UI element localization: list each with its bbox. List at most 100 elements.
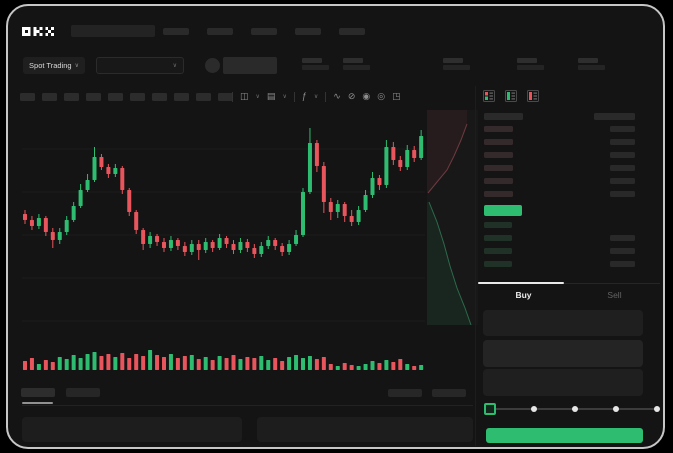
amount-slider[interactable]	[484, 402, 660, 415]
slider-step-dot[interactable]	[654, 405, 660, 412]
ask-amount-bar	[610, 152, 635, 158]
ask-price-bar	[484, 152, 513, 158]
bid-price-bar	[484, 235, 512, 241]
fullscreen-icon[interactable]: ◳	[392, 91, 401, 101]
asks-book-icon[interactable]	[527, 90, 539, 102]
price-input-placeholder[interactable]	[483, 310, 643, 336]
stat-value-placeholder	[343, 65, 370, 70]
tab-buy[interactable]: Buy	[515, 290, 532, 300]
measure-icon[interactable]: ⊘	[347, 91, 356, 101]
pair-selector-dropdown[interactable]: ∨	[96, 57, 184, 74]
order-book-row[interactable]	[484, 152, 635, 158]
timeframe-buttons	[20, 93, 233, 101]
panel-divider	[475, 86, 476, 446]
timeframe-button-placeholder[interactable]	[86, 93, 101, 101]
order-book-asks	[484, 126, 635, 204]
bottom-tab-placeholder[interactable]	[66, 388, 100, 397]
ticker-stat-placeholder	[302, 58, 329, 70]
slider-step-dot[interactable]	[531, 405, 537, 412]
timeframe-button-placeholder[interactable]	[174, 93, 189, 101]
ticker-stat-placeholder	[578, 58, 605, 70]
chevron-down-icon[interactable]: ∨	[282, 93, 287, 100]
ask-price-bar	[484, 126, 513, 132]
pair-name-placeholder	[223, 57, 277, 74]
stat-value-placeholder	[578, 65, 605, 70]
slider-handle[interactable]	[484, 402, 496, 415]
order-book-row[interactable]	[484, 235, 635, 241]
line-tool-icon[interactable]: ∿	[333, 91, 341, 101]
settings-icon[interactable]: ◎	[377, 91, 386, 101]
timeframe-button-placeholder[interactable]	[42, 93, 57, 101]
stat-label-placeholder	[343, 58, 363, 63]
slider-step-dot[interactable]	[572, 405, 578, 412]
stat-label-placeholder	[443, 58, 463, 63]
ask-amount-bar	[610, 191, 635, 197]
timeframe-button-placeholder[interactable]	[152, 93, 167, 101]
candle-style-icon[interactable]: ◫	[240, 91, 249, 101]
ask-price-bar	[484, 178, 513, 184]
tab-sell[interactable]: Sell	[607, 290, 622, 300]
timeframe-button-placeholder[interactable]	[130, 93, 145, 101]
timeframe-button-placeholder[interactable]	[196, 93, 211, 101]
price-column-header-placeholder	[484, 113, 523, 120]
indicators-icon[interactable]: ƒ	[301, 91, 307, 101]
order-book-row[interactable]	[484, 248, 635, 254]
candlestick-svg[interactable]	[22, 110, 425, 336]
ask-amount-bar	[610, 126, 635, 132]
nav-item-placeholder[interactable]	[339, 28, 365, 35]
chart-layout-icon[interactable]: ▤	[266, 91, 276, 101]
total-input-placeholder[interactable]	[483, 369, 643, 396]
order-book-row[interactable]	[484, 126, 635, 132]
timeframe-button-placeholder[interactable]	[218, 93, 233, 101]
search-placeholder[interactable]	[71, 25, 155, 37]
nav-item-placeholder[interactable]	[251, 28, 277, 35]
slider-step-dot[interactable]	[613, 405, 619, 412]
last-price-highlight[interactable]	[484, 205, 522, 216]
nav-item-placeholder[interactable]	[163, 28, 189, 35]
camera-icon[interactable]: ◉	[362, 91, 371, 101]
order-book-row[interactable]	[484, 178, 635, 184]
bottom-action-placeholder[interactable]	[388, 389, 422, 397]
bid-price-bar	[484, 222, 512, 228]
chevron-down-icon[interactable]: ∨	[255, 93, 260, 100]
active-tab-underline	[22, 402, 53, 404]
order-book-row[interactable]	[484, 191, 635, 197]
chevron-down-icon[interactable]: ∨	[313, 93, 319, 100]
stat-label-placeholder	[302, 58, 322, 63]
bottom-tab-active-placeholder[interactable]	[21, 388, 55, 397]
ticker-stat-placeholder	[343, 58, 370, 70]
stat-value-placeholder	[443, 65, 470, 70]
nav-item-placeholder[interactable]	[295, 28, 321, 35]
combined-book-icon[interactable]	[483, 90, 495, 102]
stat-value-placeholder	[517, 65, 544, 70]
ticker-stat-placeholder	[517, 58, 544, 70]
amount-input-placeholder[interactable]	[483, 340, 643, 367]
order-book-view-toggles	[483, 90, 539, 102]
bids-book-icon[interactable]	[505, 90, 517, 102]
chevron-down-icon: ∨	[172, 62, 177, 69]
bid-price-bar	[484, 248, 512, 254]
stat-value-placeholder	[302, 65, 329, 70]
volume-svg	[23, 350, 424, 370]
stat-label-placeholder	[578, 58, 598, 63]
nav-item-placeholder[interactable]	[207, 28, 233, 35]
trade-tabs: Buy Sell	[478, 283, 660, 306]
ask-amount-bar	[610, 178, 635, 184]
bid-amount-bar	[610, 261, 635, 267]
top-nav-items	[163, 28, 365, 35]
order-book-bids	[484, 222, 635, 274]
timeframe-button-placeholder[interactable]	[108, 93, 123, 101]
order-book-header	[484, 113, 635, 120]
orders-table-placeholder	[22, 417, 242, 442]
order-book-row[interactable]	[484, 165, 635, 171]
order-book-row[interactable]	[484, 139, 635, 145]
timeframe-button-placeholder[interactable]	[64, 93, 79, 101]
bottom-action-placeholder[interactable]	[432, 389, 466, 397]
market-type-selector[interactable]: Spot Trading ∨	[23, 57, 85, 74]
order-book-row[interactable]	[484, 261, 635, 267]
toolbar-divider	[232, 91, 233, 102]
stat-label-placeholder	[517, 58, 537, 63]
buy-submit-button[interactable]	[486, 428, 643, 443]
timeframe-button-placeholder[interactable]	[20, 93, 35, 101]
order-book-row[interactable]	[484, 222, 635, 228]
